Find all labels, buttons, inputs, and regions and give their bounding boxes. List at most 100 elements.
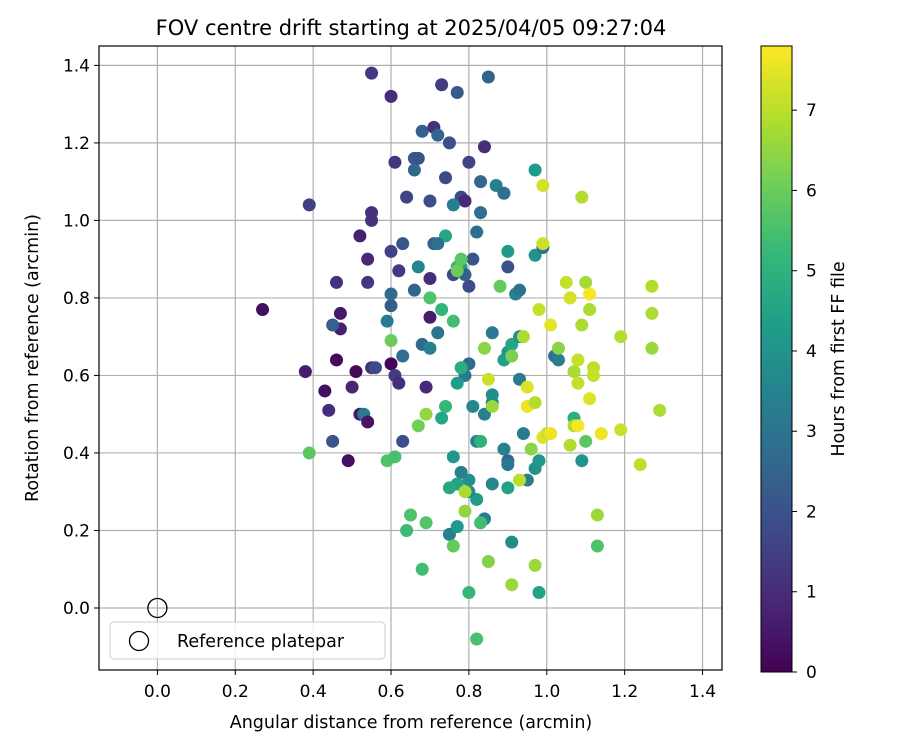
y-tick-label: 0.2 [63,521,90,541]
scatter-point [400,190,414,204]
scatter-point [485,477,499,491]
scatter-point [575,454,589,468]
scatter-point [384,334,398,348]
scatter-point [474,516,488,530]
scatter-point [450,264,464,278]
reference-platepar-marker [147,597,168,619]
colorbar-tick-label: 0 [806,663,817,683]
legend-box [109,621,386,660]
scatter-point [256,303,270,317]
scatter-point [458,194,472,208]
colorbar-tick-label: 2 [806,502,817,522]
reference-marker-layer [147,597,168,619]
scatter-point [388,155,402,169]
scatter-point [481,554,495,568]
scatter-point [528,163,542,177]
scatter-point [497,186,511,200]
scatter-point [384,357,398,371]
colorbar-tick-label: 1 [806,583,817,603]
scatter-point [454,465,468,479]
colorbar-tick-label: 4 [806,342,817,362]
scatter-point [505,349,519,363]
scatter-point [423,272,437,286]
x-tick-label: 0.2 [222,682,249,702]
scatter-point [583,287,597,301]
scatter-point [645,306,659,320]
scatter-point [563,291,577,305]
scatter-point [575,318,589,332]
scatter-point [594,427,608,441]
scatter-point [302,198,316,212]
scatter-point [501,260,515,274]
y-axis-label: Rotation from reference (arcmin) [23,214,43,502]
scatter-point [423,341,437,355]
scatter-point [442,481,456,495]
scatter-point [435,78,449,92]
y-tick-label: 0.6 [63,366,90,386]
scatter-point [520,380,534,394]
scatter-point [501,458,515,472]
scatter-point [532,303,546,317]
scatter-point [516,427,530,441]
scatter-point [396,237,410,251]
scatter-point [361,252,375,266]
x-tick-label: 0.0 [144,682,171,702]
scatter-point [474,206,488,220]
scatter-point [567,365,581,379]
scatter-point [380,314,394,328]
scatter-point [423,194,437,208]
scatter-point [532,454,546,468]
y-tick-label: 1.0 [63,211,90,231]
scatter-point [536,179,550,193]
scatter-point [563,438,577,452]
scatter-point [322,403,336,417]
scatter-point [528,396,542,410]
scatter-point [458,485,472,499]
scatter-point [579,434,593,448]
scatter-point [575,190,589,204]
scatter-point [579,275,593,289]
scatter-point [419,407,433,421]
colorbar-frame [760,45,793,673]
scatter-point [454,361,468,375]
scatter-point [353,229,367,243]
legend-marker-reference [128,630,150,652]
scatter-point [326,318,340,332]
scatter-point [528,558,542,572]
scatter-point [462,155,476,169]
scatter-point [446,450,460,464]
scatter-point [466,399,480,413]
scatter-point [454,252,468,266]
scatter-point [645,279,659,293]
scatter-point [477,140,491,154]
scatter-point [571,419,585,433]
colorbar-ticks: 0 1 2 3 4 5 6 7 [792,101,817,683]
legend: Reference platepar [109,621,386,660]
x-tick-label: 1.2 [611,682,638,702]
scatter-point [497,442,511,456]
scatter-point [392,376,406,390]
scatter-point [544,427,558,441]
scatter-point [431,128,445,142]
scatter-point [341,454,355,468]
scatter-point [415,124,429,138]
scatter-point [590,539,604,553]
scatter-point [435,303,449,317]
legend-label-reference: Reference platepar [177,632,345,652]
colorbar-gradient [761,46,792,672]
scatter-point [384,287,398,301]
scatter-point [571,376,585,390]
x-tick-label: 1.0 [533,682,560,702]
scatter-point [298,365,312,379]
scatter-point [485,388,499,402]
scatter-point [411,419,425,433]
y-axis-ticks: 0.0 0.2 0.4 0.6 0.8 1.0 1.2 1.4 [63,56,99,619]
scatter-point [505,578,519,592]
scatter-point [532,585,546,599]
scatter-point [411,151,425,165]
scatter-point [407,163,421,177]
scatter-point [450,520,464,534]
scatter-point [302,446,316,460]
scatter-point [361,275,375,289]
